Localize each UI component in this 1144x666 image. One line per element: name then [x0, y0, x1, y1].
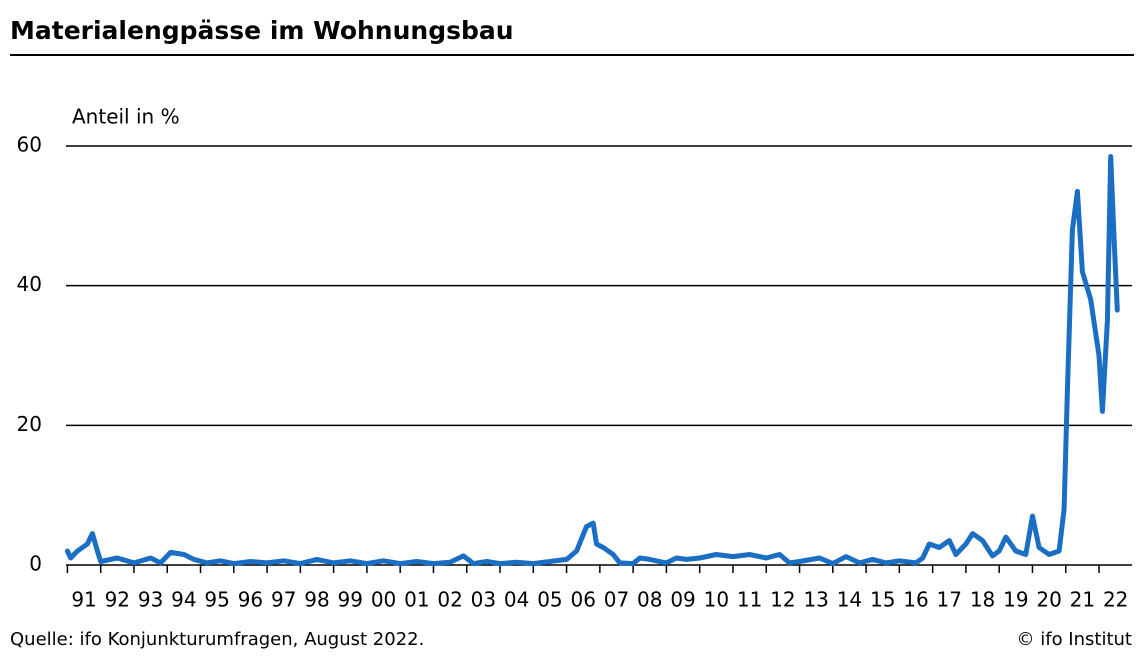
- x-tick-label: 18: [970, 588, 995, 612]
- x-tick-label: 15: [870, 588, 895, 612]
- x-tick-label: 03: [471, 588, 496, 612]
- x-tick-label: 05: [537, 588, 562, 612]
- x-tick-label: 21: [1070, 588, 1095, 612]
- x-tick-label: 02: [437, 588, 462, 612]
- source: Quelle: ifo Konjunkturumfragen, August 2…: [10, 629, 424, 650]
- x-tick-label: 14: [837, 588, 862, 612]
- x-tick-label: 20: [1036, 588, 1061, 612]
- x-tick-label: 01: [404, 588, 429, 612]
- x-tick-label: 92: [105, 588, 130, 612]
- chart-title: Materialengpässe im Wohnungsbau: [10, 16, 514, 45]
- x-tick-label: 06: [570, 588, 595, 612]
- x-tick-label: 98: [304, 588, 329, 612]
- copyright: © ifo Institut: [1017, 629, 1132, 650]
- x-tick-label: 91: [71, 588, 96, 612]
- x-tick-label: 16: [903, 588, 928, 612]
- x-tick-label: 97: [271, 588, 296, 612]
- x-tick-label: 09: [670, 588, 695, 612]
- x-tick-label: 07: [604, 588, 629, 612]
- x-tick-label: 19: [1003, 588, 1028, 612]
- x-tick-label: 08: [637, 588, 662, 612]
- y-tick-label: 40: [17, 272, 42, 296]
- y-tick-label: 0: [29, 552, 42, 576]
- x-tick-label: 96: [238, 588, 263, 612]
- x-tick-label: 12: [770, 588, 795, 612]
- x-tick-label: 13: [803, 588, 828, 612]
- y-axis-label: Anteil in %: [72, 105, 180, 129]
- y-tick-label: 60: [17, 133, 42, 157]
- x-tick-label: 95: [204, 588, 229, 612]
- data-line: [64, 154, 1120, 567]
- x-tick-label: 04: [504, 588, 529, 612]
- x-tick-label: 17: [937, 588, 962, 612]
- x-tick-label: 10: [704, 588, 729, 612]
- x-tick-label: 00: [371, 588, 396, 612]
- x-tick-label: 99: [338, 588, 363, 612]
- y-tick-label: 20: [17, 412, 42, 436]
- x-tick-label: 22: [1103, 588, 1128, 612]
- x-tick-label: 93: [138, 588, 163, 612]
- x-tick-label: 11: [737, 588, 762, 612]
- x-tick-label: 94: [171, 588, 196, 612]
